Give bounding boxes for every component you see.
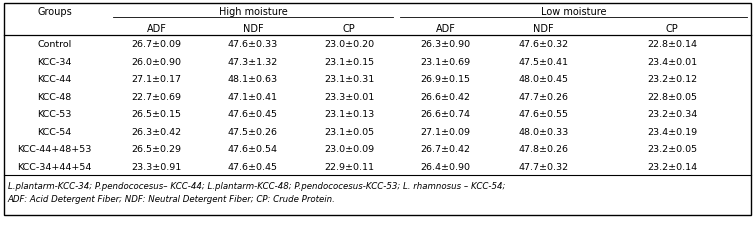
Text: 47.6±0.45: 47.6±0.45 <box>228 162 278 171</box>
Text: 26.3±0.90: 26.3±0.90 <box>421 40 470 49</box>
Text: 47.6±0.55: 47.6±0.55 <box>519 110 569 119</box>
Text: 23.4±0.19: 23.4±0.19 <box>647 127 697 136</box>
Text: 47.1±0.41: 47.1±0.41 <box>228 92 278 101</box>
Text: NDF: NDF <box>533 23 554 33</box>
Text: 23.1±0.69: 23.1±0.69 <box>421 57 470 67</box>
Text: NDF: NDF <box>242 23 263 33</box>
Text: Groups: Groups <box>37 8 72 17</box>
Text: 22.8±0.05: 22.8±0.05 <box>647 92 697 101</box>
Text: 47.3±1.32: 47.3±1.32 <box>228 57 278 67</box>
Text: 26.4±0.90: 26.4±0.90 <box>421 162 470 171</box>
Text: 26.7±0.42: 26.7±0.42 <box>421 145 470 154</box>
Text: 23.0±0.09: 23.0±0.09 <box>324 145 374 154</box>
Text: 47.5±0.26: 47.5±0.26 <box>228 127 278 136</box>
Text: KCC-48: KCC-48 <box>38 92 72 101</box>
Text: KCC-53: KCC-53 <box>38 110 72 119</box>
Text: 26.6±0.74: 26.6±0.74 <box>421 110 470 119</box>
Text: 23.0±0.20: 23.0±0.20 <box>324 40 374 49</box>
Text: ADF: ADF <box>436 23 455 33</box>
Text: 47.7±0.26: 47.7±0.26 <box>519 92 569 101</box>
Text: 26.3±0.42: 26.3±0.42 <box>131 127 182 136</box>
Text: 47.6±0.32: 47.6±0.32 <box>519 40 569 49</box>
Text: 26.5±0.15: 26.5±0.15 <box>131 110 182 119</box>
Text: 47.8±0.26: 47.8±0.26 <box>519 145 569 154</box>
Text: 22.8±0.14: 22.8±0.14 <box>647 40 697 49</box>
Text: L.plantarm-KCC-34; P.pendococesus– KCC-44; L.plantarm-KCC-48; P.pendococesus-KCC: L.plantarm-KCC-34; P.pendococesus– KCC-4… <box>8 182 505 191</box>
Text: 23.4±0.01: 23.4±0.01 <box>647 57 697 67</box>
Text: High moisture: High moisture <box>218 8 288 17</box>
Text: 26.5±0.29: 26.5±0.29 <box>131 145 182 154</box>
Text: 23.1±0.13: 23.1±0.13 <box>324 110 374 119</box>
Text: 23.2±0.34: 23.2±0.34 <box>647 110 697 119</box>
Text: 26.6±0.42: 26.6±0.42 <box>421 92 470 101</box>
Text: 47.5±0.41: 47.5±0.41 <box>519 57 569 67</box>
Text: 23.1±0.31: 23.1±0.31 <box>324 75 374 84</box>
Text: 26.0±0.90: 26.0±0.90 <box>131 57 182 67</box>
Text: 47.6±0.33: 47.6±0.33 <box>228 40 278 49</box>
Text: 48.0±0.45: 48.0±0.45 <box>519 75 569 84</box>
Text: 23.3±0.01: 23.3±0.01 <box>324 92 374 101</box>
Text: 26.9±0.15: 26.9±0.15 <box>421 75 470 84</box>
Text: 22.9±0.11: 22.9±0.11 <box>324 162 374 171</box>
Text: 47.6±0.54: 47.6±0.54 <box>228 145 278 154</box>
Text: 23.2±0.14: 23.2±0.14 <box>647 162 697 171</box>
Text: 47.6±0.45: 47.6±0.45 <box>228 110 278 119</box>
Text: CP: CP <box>343 23 356 33</box>
Text: 23.1±0.15: 23.1±0.15 <box>324 57 374 67</box>
Text: KCC-34: KCC-34 <box>38 57 72 67</box>
Bar <box>4 4 751 215</box>
Text: Control: Control <box>38 40 72 49</box>
Text: KCC-54: KCC-54 <box>38 127 72 136</box>
Text: 23.2±0.05: 23.2±0.05 <box>647 145 697 154</box>
Text: 48.0±0.33: 48.0±0.33 <box>519 127 569 136</box>
Text: 48.1±0.63: 48.1±0.63 <box>228 75 278 84</box>
Text: KCC-44: KCC-44 <box>38 75 72 84</box>
Text: KCC-44+48+53: KCC-44+48+53 <box>17 145 92 154</box>
Text: 27.1±0.17: 27.1±0.17 <box>131 75 182 84</box>
Text: 23.3±0.91: 23.3±0.91 <box>131 162 182 171</box>
Text: 22.7±0.69: 22.7±0.69 <box>131 92 182 101</box>
Text: 47.7±0.32: 47.7±0.32 <box>519 162 569 171</box>
Text: Low moisture: Low moisture <box>541 8 606 17</box>
Text: ADF: ADF <box>146 23 167 33</box>
Text: 27.1±0.09: 27.1±0.09 <box>421 127 470 136</box>
Text: 26.7±0.09: 26.7±0.09 <box>131 40 182 49</box>
Text: 23.1±0.05: 23.1±0.05 <box>324 127 374 136</box>
Text: CP: CP <box>666 23 678 33</box>
Text: ADF: Acid Detergent Fiber; NDF: Neutral Detergent Fiber; CP: Crude Protein.: ADF: Acid Detergent Fiber; NDF: Neutral … <box>8 195 335 204</box>
Text: 23.2±0.12: 23.2±0.12 <box>647 75 697 84</box>
Text: KCC-34+44+54: KCC-34+44+54 <box>17 162 92 171</box>
